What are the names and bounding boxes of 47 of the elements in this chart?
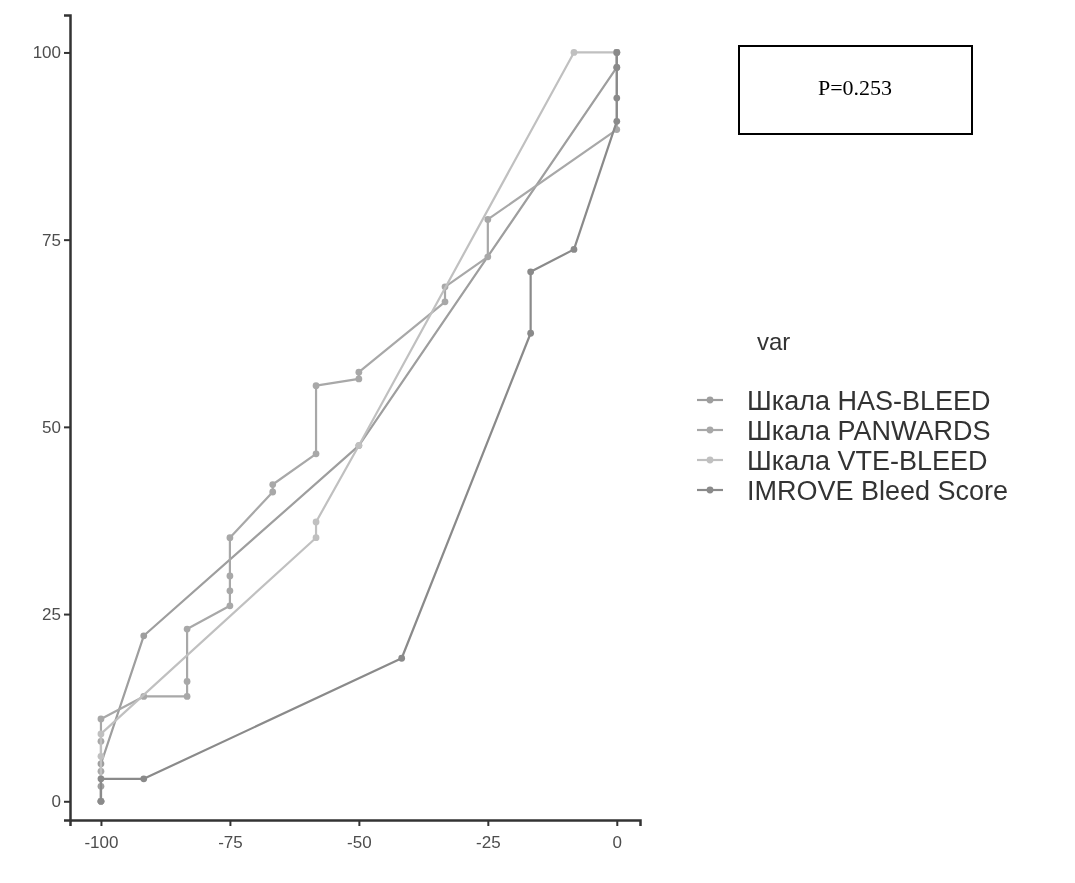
legend-title: var [757,328,791,355]
point [97,715,105,723]
point [269,481,277,488]
y-tick-label: 0 [51,792,61,812]
point [269,488,277,496]
legend-label: Шкала VTE-BLEED [747,445,988,476]
point [226,587,234,595]
x-tick-label: 0 [612,832,623,852]
y-tick-label: 50 [42,417,61,437]
point [226,534,234,542]
point [570,49,578,56]
point [226,572,234,580]
point [312,382,320,390]
point [441,298,449,306]
point [183,678,191,685]
point [484,253,492,261]
point [97,730,105,738]
point [97,752,105,760]
y-tick-label: 100 [32,43,61,63]
point [398,654,406,662]
point [97,775,105,783]
point [527,268,535,276]
legend-label: IMROVE Bleed Score [747,475,1009,506]
point [312,518,320,526]
point [355,368,363,376]
x-tick-label: -50 [347,832,372,852]
point [484,216,492,223]
point [226,602,234,610]
y-tick-label: 75 [42,230,61,250]
y-tick-label: 25 [42,605,61,625]
x-tick-label: -75 [218,832,243,852]
point [183,693,191,700]
point [570,246,578,253]
point [312,450,320,458]
point [613,117,621,125]
point [355,375,363,383]
x-tick-label: -25 [476,832,501,852]
legend-label: Шкала PANWARDS [747,415,991,446]
x-tick-label: -100 [84,832,119,852]
text: P=0.253 [817,75,893,101]
point [140,632,148,640]
point [527,329,535,337]
point [613,94,621,102]
point [312,534,320,542]
point [140,775,148,783]
legend-label: Шкала HAS-BLEED [747,385,991,416]
point [183,625,191,633]
